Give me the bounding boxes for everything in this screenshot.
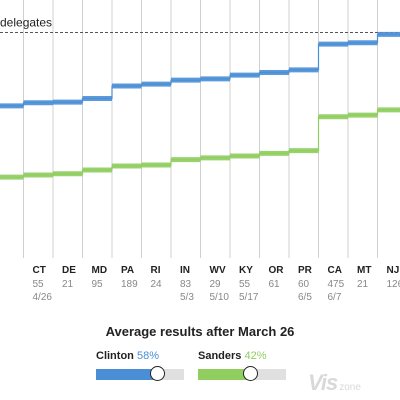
delegate-count-label: 21 [62,279,74,290]
state-label: CA [328,265,342,276]
state-label: PA [121,265,134,276]
delegate-count-label: 189 [121,279,138,290]
delegate-count-label: 29 [210,279,222,290]
delegate-chart: delegates CT 55 4/26 DE 21 MD 95 PA 189 RI 24 IN 83 5/… [0,0,400,303]
clinton-slider[interactable] [96,366,184,381]
state-label: MD [92,265,108,276]
state-label: OR [269,265,285,276]
delegate-count-label: 61 [269,279,281,290]
watermark-logo: Vis zone [308,370,361,395]
delegate-count-label: 126 [387,279,400,290]
date-label: 6/5 [298,292,312,303]
state-label: NJ [387,265,400,276]
state-label: KY [239,265,253,276]
clinton-pct: 58% [136,350,159,362]
state-label: PR [298,265,313,276]
sanders-label: Sanders 42% [198,350,267,362]
state-label: WV [210,265,226,276]
delegate-count-label: 55 [239,279,251,290]
date-label: 4/26 [33,292,53,303]
date-label: 5/10 [210,292,230,303]
delegate-count-label: 60 [298,279,310,290]
delegate-count-label: 55 [33,279,45,290]
state-label: CT [33,265,46,276]
date-label: 6/7 [328,292,342,303]
delegate-count-label: 24 [151,279,163,290]
sanders-pct: 42% [244,350,267,362]
clinton-slider-knob[interactable] [150,366,166,381]
state-label: IN [180,265,190,276]
clinton-label: Clinton 58% [96,350,159,362]
sanders-slider-knob[interactable] [242,366,258,381]
state-label: MT [357,265,371,276]
clinton-slider-fill [96,369,158,380]
panel-title: Average results after March 26 [105,324,295,339]
delegate-count-label: 83 [180,279,192,290]
state-label: RI [151,265,161,276]
date-label: 5/17 [239,292,259,303]
delegate-count-label: 475 [328,279,345,290]
threshold-label: delegates [0,15,52,29]
date-label: 5/3 [180,292,194,303]
sanders-slider[interactable] [198,366,286,381]
delegate-count-label: 21 [357,279,369,290]
sanders-slider-fill [198,369,250,380]
delegate-count-label: 95 [92,279,104,290]
state-label: DE [62,265,76,276]
